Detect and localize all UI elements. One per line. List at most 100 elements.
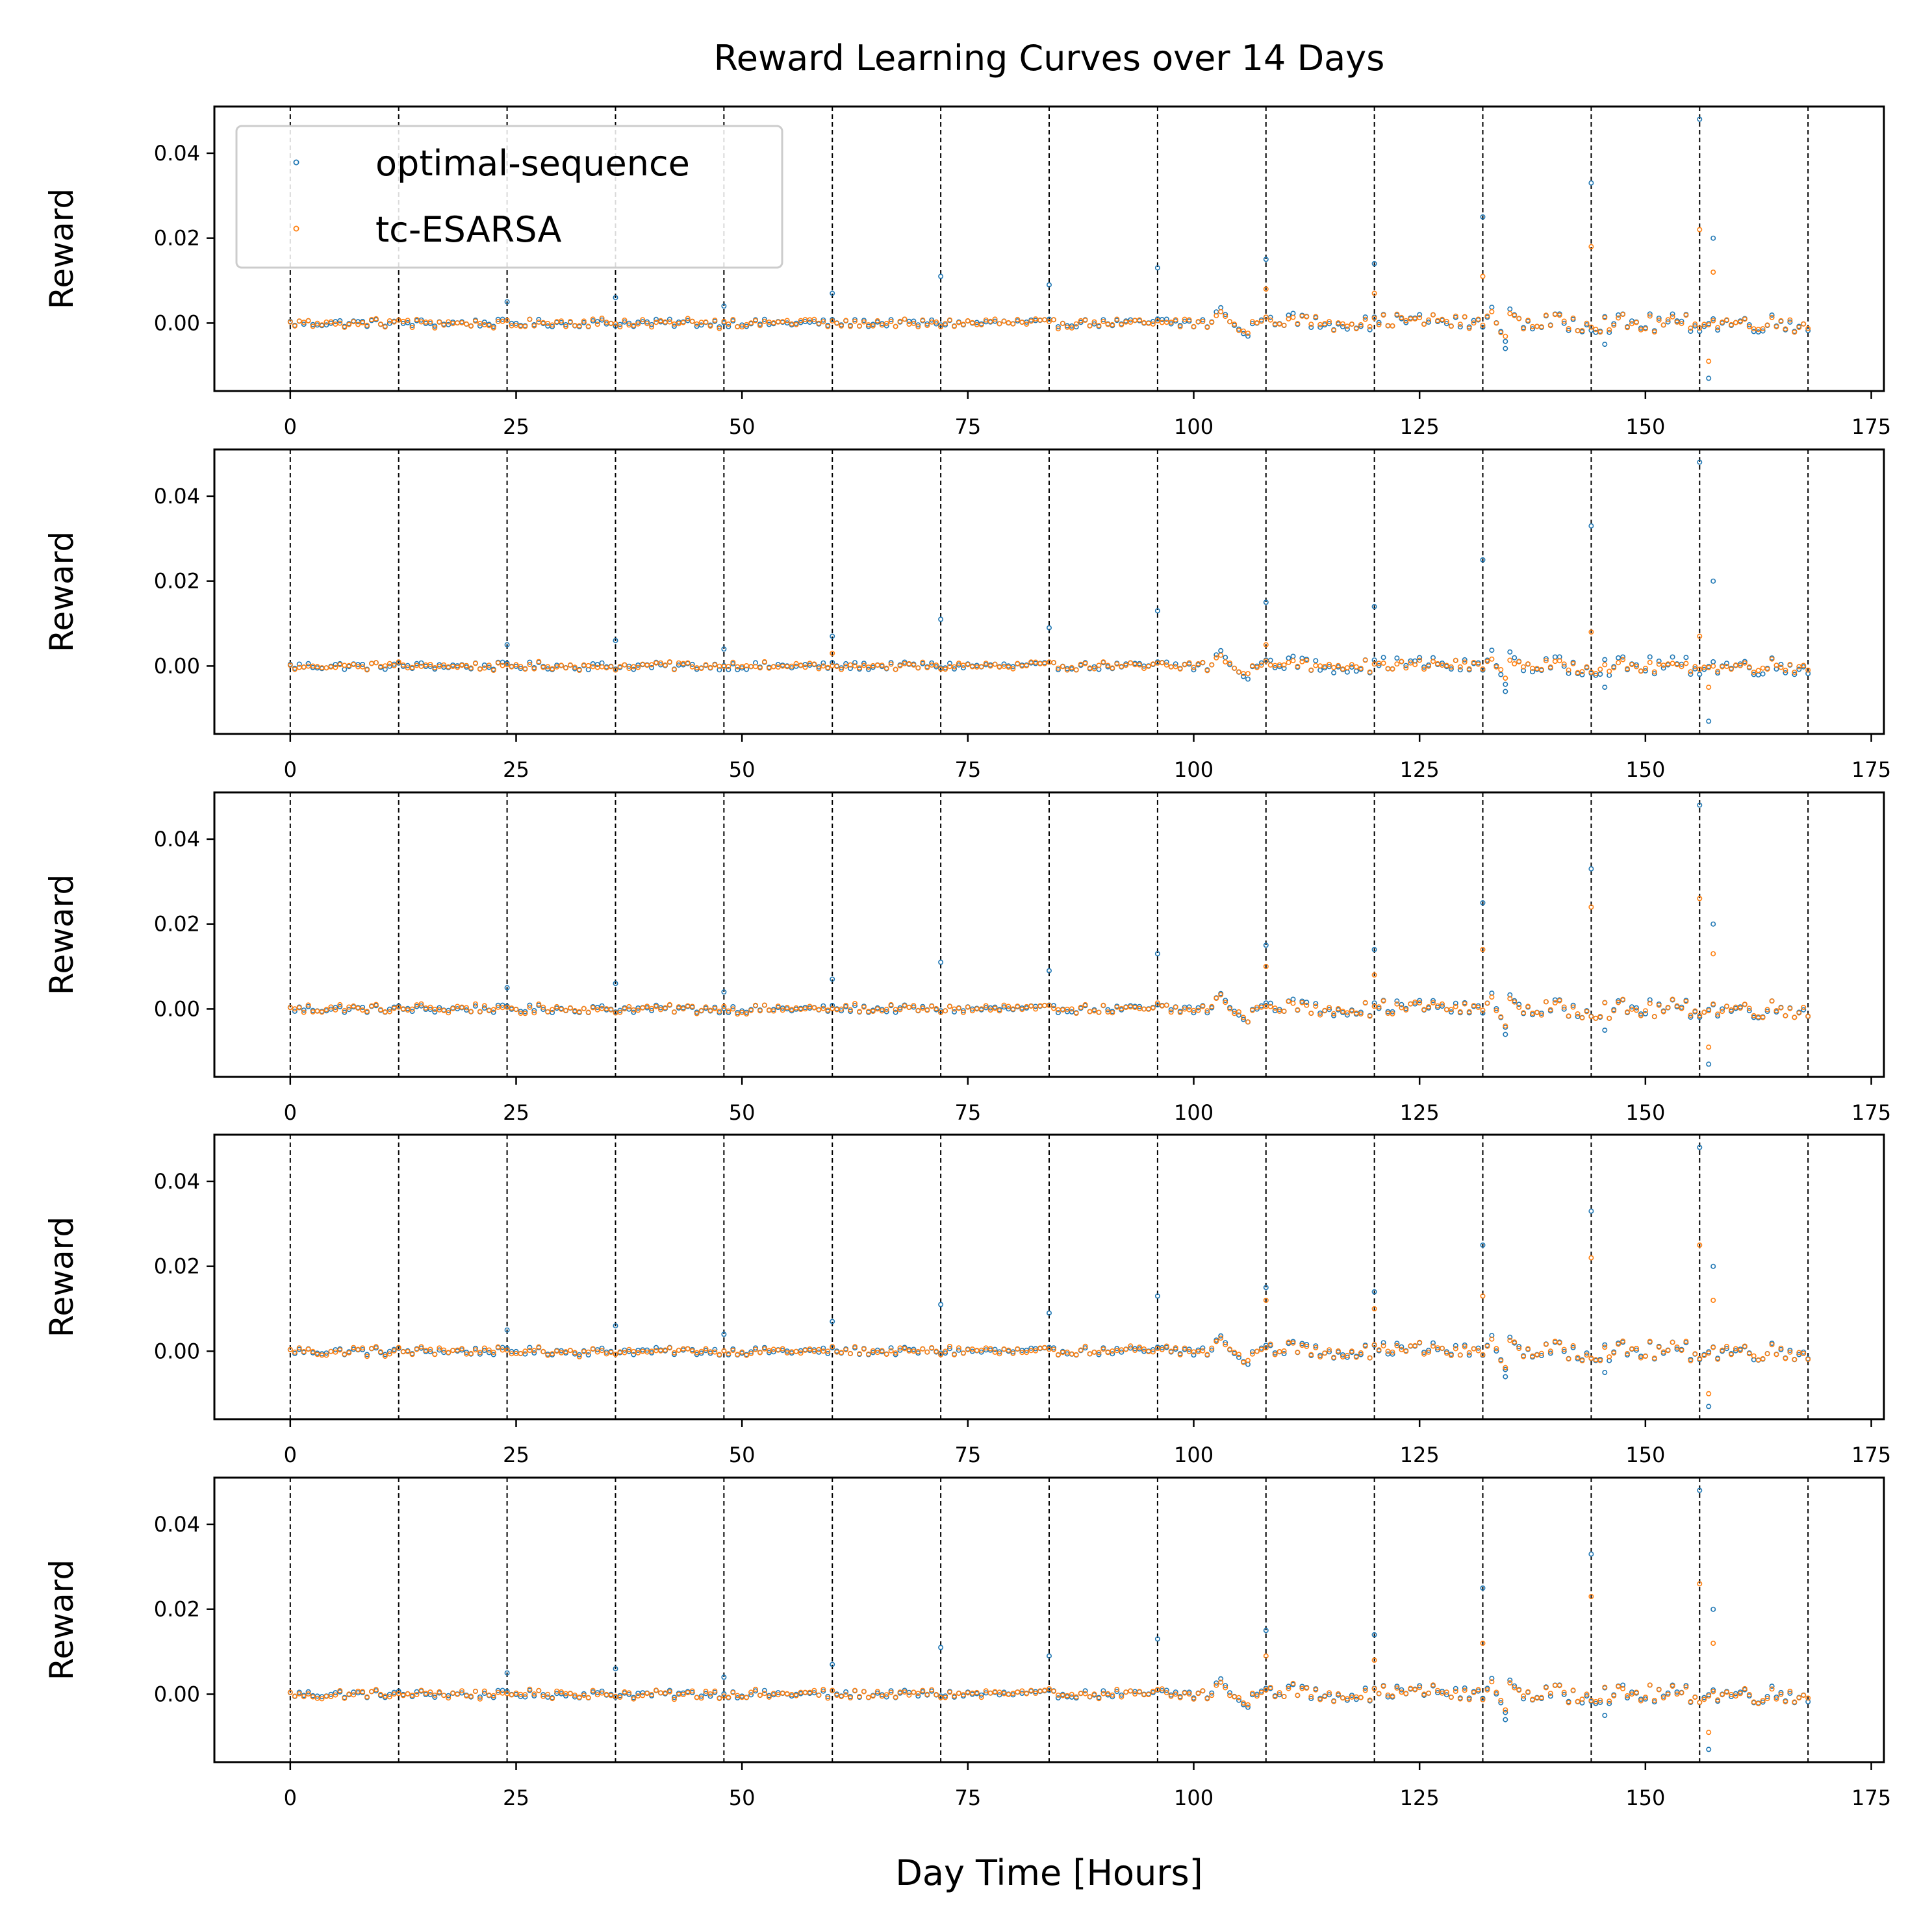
data-point-tc-esarsa — [1651, 669, 1657, 675]
data-point-tc-esarsa — [328, 319, 334, 325]
data-point-tc-esarsa — [1426, 1690, 1432, 1696]
data-point-optimal-sequence — [504, 1670, 510, 1676]
data-point-tc-esarsa — [1010, 1006, 1016, 1012]
data-point-tc-esarsa — [1638, 327, 1644, 333]
data-point-tc-esarsa — [703, 1004, 709, 1010]
data-point-tc-esarsa — [1475, 1348, 1481, 1354]
data-point-tc-esarsa — [1173, 664, 1178, 670]
data-point-optimal-sequence — [721, 646, 727, 652]
y-tick-label: 0.00 — [154, 653, 200, 678]
data-point-tc-esarsa — [934, 1692, 939, 1698]
data-point-tc-esarsa — [1525, 1003, 1531, 1009]
data-point-tc-esarsa — [414, 1346, 420, 1352]
data-point-tc-esarsa — [1308, 1694, 1314, 1700]
data-point-tc-esarsa — [1173, 1691, 1178, 1697]
data-point-tc-esarsa — [1616, 660, 1621, 666]
data-point-tc-esarsa — [418, 1687, 424, 1693]
data-point-optimal-sequence — [1263, 942, 1269, 948]
data-point-tc-esarsa — [1114, 1004, 1120, 1010]
data-point-optimal-sequence — [1570, 1002, 1576, 1008]
data-point-tc-esarsa — [1493, 1346, 1499, 1352]
x-tick-label: 175 — [1851, 1786, 1891, 1810]
data-point-optimal-sequence — [1498, 1700, 1504, 1706]
data-point-tc-esarsa — [314, 1008, 320, 1014]
data-point-tc-esarsa — [550, 1351, 555, 1357]
data-point-optimal-sequence — [1114, 1689, 1120, 1695]
data-point-tc-esarsa — [902, 1689, 908, 1695]
data-point-tc-esarsa — [653, 320, 659, 325]
data-point-optimal-sequence — [952, 666, 958, 672]
data-point-tc-esarsa — [1489, 1336, 1495, 1342]
data-point-tc-esarsa — [987, 1346, 993, 1352]
data-point-tc-esarsa — [310, 323, 316, 329]
data-point-tc-esarsa — [1376, 1691, 1382, 1697]
data-point-tc-esarsa — [1010, 1350, 1016, 1356]
data-point-tc-esarsa — [703, 319, 709, 325]
data-point-tc-esarsa — [364, 322, 370, 328]
data-point-optimal-sequence — [1584, 1693, 1590, 1699]
data-point-tc-esarsa — [983, 1003, 989, 1009]
data-point-tc-esarsa — [1100, 659, 1106, 665]
data-point-tc-esarsa — [735, 1011, 741, 1017]
data-point-tc-esarsa — [1236, 669, 1242, 675]
data-point-tc-esarsa — [1588, 324, 1594, 330]
data-point-tc-esarsa — [1706, 1350, 1712, 1356]
x-tick-label: 125 — [1400, 414, 1440, 439]
data-point-tc-esarsa — [1525, 318, 1531, 323]
data-point-tc-esarsa — [676, 1004, 681, 1010]
data-point-optimal-sequence — [1547, 1693, 1553, 1699]
data-point-tc-esarsa — [721, 1348, 727, 1354]
data-point-optimal-sequence — [1417, 312, 1423, 318]
data-point-optimal-sequence — [1241, 674, 1247, 679]
data-point-tc-esarsa — [1295, 321, 1301, 327]
data-point-tc-esarsa — [689, 1688, 695, 1694]
data-point-optimal-sequence — [1805, 327, 1811, 333]
data-point-optimal-sequence — [1688, 1015, 1694, 1020]
data-point-tc-esarsa — [671, 1350, 677, 1356]
data-point-tc-esarsa — [761, 1691, 767, 1697]
data-point-tc-esarsa — [707, 664, 713, 670]
data-point-tc-esarsa — [1778, 1005, 1784, 1011]
data-point-tc-esarsa — [839, 1350, 845, 1356]
data-point-tc-esarsa — [608, 1350, 614, 1356]
data-point-tc-esarsa — [861, 319, 867, 325]
data-point-tc-esarsa — [450, 663, 456, 669]
data-point-tc-esarsa — [594, 1349, 600, 1355]
data-point-tc-esarsa — [1647, 659, 1653, 665]
data-point-tc-esarsa — [1091, 319, 1097, 325]
data-point-tc-esarsa — [730, 659, 736, 665]
data-point-tc-esarsa — [1010, 666, 1016, 672]
data-point-optimal-sequence — [1091, 664, 1097, 670]
data-point-optimal-sequence — [427, 1349, 433, 1355]
data-point-tc-esarsa — [1331, 1354, 1337, 1360]
data-point-tc-esarsa — [585, 663, 591, 668]
x-tick-label: 50 — [729, 1443, 756, 1467]
data-point-optimal-sequence — [1575, 1014, 1581, 1020]
data-point-tc-esarsa — [934, 662, 939, 668]
data-point-tc-esarsa — [1137, 1689, 1143, 1695]
data-point-tc-esarsa — [1362, 657, 1368, 663]
data-point-tc-esarsa — [1290, 658, 1296, 664]
data-point-tc-esarsa — [346, 1004, 352, 1010]
data-point-optimal-sequence — [1096, 1352, 1102, 1357]
data-point-tc-esarsa — [1290, 314, 1296, 320]
data-point-tc-esarsa — [1516, 316, 1522, 322]
data-point-optimal-sequence — [830, 660, 835, 666]
data-point-optimal-sequence — [1584, 1350, 1590, 1356]
data-point-tc-esarsa — [495, 660, 501, 666]
data-point-tc-esarsa — [1024, 663, 1030, 668]
data-point-optimal-sequence — [1787, 1347, 1793, 1353]
data-point-optimal-sequence — [418, 660, 424, 666]
data-point-tc-esarsa — [1367, 1697, 1373, 1703]
data-point-tc-esarsa — [1055, 1352, 1061, 1357]
data-point-tc-esarsa — [1570, 661, 1576, 666]
data-point-tc-esarsa — [748, 1007, 754, 1013]
data-point-tc-esarsa — [1272, 1005, 1278, 1011]
data-point-tc-esarsa — [834, 320, 840, 326]
data-point-tc-esarsa — [1380, 660, 1386, 666]
data-point-optimal-sequence — [1277, 1692, 1282, 1698]
data-point-tc-esarsa — [1421, 1007, 1427, 1013]
data-point-optimal-sequence — [1462, 657, 1468, 663]
data-point-tc-esarsa — [567, 1691, 573, 1697]
